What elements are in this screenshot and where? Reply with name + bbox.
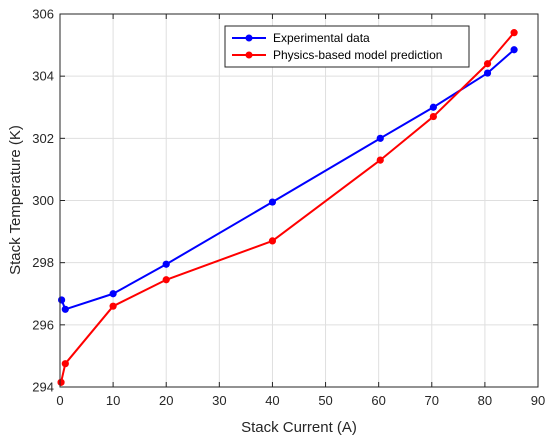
data-point-series-1 bbox=[109, 302, 117, 310]
y-tick-label: 300 bbox=[32, 193, 54, 208]
data-point-series-0 bbox=[376, 134, 384, 142]
data-point-series-1 bbox=[429, 112, 437, 121]
x-tick-label: 50 bbox=[318, 393, 332, 408]
legend-label-experimental: Experimental data bbox=[273, 31, 370, 45]
x-tick-label: 90 bbox=[531, 393, 545, 408]
legend-marker-model bbox=[245, 51, 253, 59]
x-tick-label: 30 bbox=[212, 393, 226, 408]
series-layer bbox=[57, 29, 518, 386]
y-tick-label: 298 bbox=[32, 255, 54, 270]
data-point-series-0 bbox=[268, 198, 277, 206]
data-point-series-0 bbox=[109, 290, 117, 298]
y-tick-label: 304 bbox=[32, 69, 54, 84]
data-point-series-1 bbox=[268, 237, 277, 245]
data-point-series-1 bbox=[162, 276, 170, 284]
x-tick-labels: 0 10 20 30 40 50 60 70 80 90 bbox=[56, 393, 545, 408]
plot-border bbox=[59, 13, 539, 388]
data-point-series-0 bbox=[162, 260, 170, 268]
y-tick-labels: 294 296 298 300 302 304 306 bbox=[32, 7, 54, 395]
data-point-series-0 bbox=[57, 296, 66, 304]
y-tick-label: 294 bbox=[32, 380, 54, 395]
data-point-series-1 bbox=[61, 360, 69, 368]
x-tick-label: 40 bbox=[265, 393, 279, 408]
data-point-series-1 bbox=[483, 60, 492, 68]
data-point-series-1 bbox=[57, 378, 65, 386]
data-point-series-1 bbox=[510, 29, 518, 37]
y-axis-label: Stack Temperature (K) bbox=[7, 125, 24, 275]
grid-lines bbox=[60, 14, 538, 387]
x-tick-label: 80 bbox=[478, 393, 492, 408]
x-axis-label: Stack Current (A) bbox=[241, 419, 357, 436]
data-point-series-0 bbox=[61, 305, 69, 313]
legend: Experimental data Physics-based model pr… bbox=[224, 25, 470, 68]
legend-label-model: Physics-based model prediction bbox=[273, 48, 442, 62]
x-tick-label: 10 bbox=[106, 393, 120, 408]
y-tick-label: 306 bbox=[32, 7, 54, 22]
legend-box bbox=[224, 25, 470, 68]
x-tick-label: 0 bbox=[56, 393, 63, 408]
legend-marker-experimental bbox=[245, 34, 253, 42]
data-point-series-0 bbox=[510, 46, 518, 54]
x-tick-label: 70 bbox=[425, 393, 439, 408]
y-tick-label: 302 bbox=[32, 131, 54, 146]
x-tick-label: 60 bbox=[371, 393, 385, 408]
data-point-series-0 bbox=[483, 69, 492, 77]
data-point-series-1 bbox=[376, 156, 384, 164]
y-tick-label: 296 bbox=[32, 317, 54, 332]
data-point-series-0 bbox=[429, 103, 437, 111]
x-tick-label: 20 bbox=[159, 393, 173, 408]
